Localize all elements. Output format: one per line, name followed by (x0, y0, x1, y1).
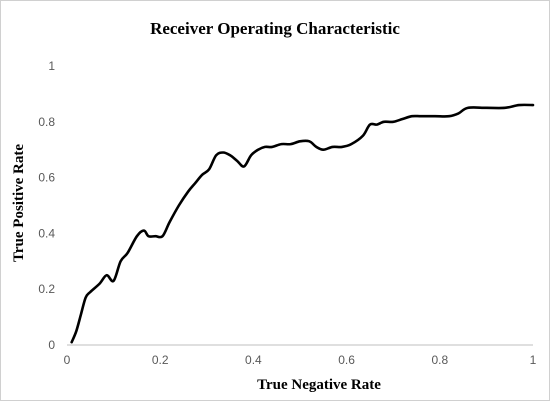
y-tick-label: 0.4 (38, 226, 55, 240)
y-tick-label: 0.8 (38, 115, 55, 129)
y-tick-label: 0 (48, 338, 55, 352)
y-axis-label: True Positive Rate (11, 144, 27, 262)
x-axis-label: True Negative Rate (257, 377, 381, 393)
y-tick-label: 0.6 (38, 171, 55, 185)
chart-title: Receiver Operating Characteristic (150, 19, 400, 38)
x-tick-label: 0.4 (245, 353, 262, 367)
y-tick-label: 0.2 (38, 282, 55, 296)
y-tick-labels: 0 0.2 0.4 0.6 0.8 1 (38, 59, 55, 352)
roc-curve-line (70, 103, 535, 344)
x-tick-labels: 0 0.2 0.4 0.6 0.8 1 (64, 353, 537, 367)
x-tick-label: 0.2 (152, 353, 169, 367)
x-tick-label: 0 (64, 353, 71, 367)
x-tick-label: 0.8 (431, 353, 448, 367)
x-tick-label: 0.6 (338, 353, 355, 367)
y-tick-label: 1 (48, 59, 55, 73)
x-tick-label: 1 (530, 353, 537, 367)
